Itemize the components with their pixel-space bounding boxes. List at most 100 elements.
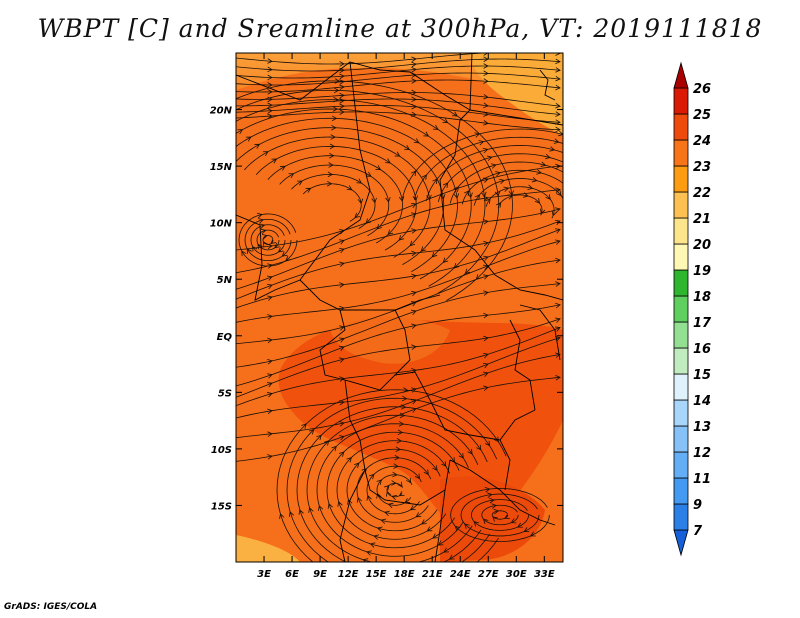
- stream-arrow: [483, 177, 489, 183]
- stream-arrow: [267, 359, 273, 365]
- stream-arrow: [523, 527, 530, 533]
- stream-arrow: [476, 444, 482, 451]
- country-borders: [236, 53, 563, 562]
- stream-arrow: [448, 554, 455, 560]
- stream-arrow: [338, 345, 345, 351]
- stream-line: [316, 423, 469, 557]
- border-line: [236, 214, 301, 301]
- stream-arrow: [395, 446, 401, 452]
- stream-arrow: [411, 96, 417, 103]
- stream-arrow: [474, 194, 480, 200]
- stream-arrow: [385, 196, 391, 203]
- stream-arrow: [464, 190, 470, 196]
- stream-line: [236, 99, 486, 287]
- border-line: [299, 279, 441, 311]
- stream-arrow: [376, 223, 383, 230]
- stream-arrow: [339, 261, 345, 267]
- stream-arrow: [467, 448, 473, 455]
- stream-arrow: [483, 102, 489, 109]
- stream-arrow: [411, 228, 417, 234]
- stream-arrow: [503, 186, 510, 192]
- border-line: [434, 489, 446, 562]
- stream-arrow: [486, 492, 493, 498]
- colorbar-label: 7: [693, 524, 703, 539]
- stream-arrow: [334, 78, 341, 84]
- map-frame: [235, 52, 564, 563]
- stream-arrow: [484, 486, 491, 493]
- colorbar: 7 9 11 12 13 14 15 16 17 18 19 20 21 22 23 24 25 26: [673, 61, 712, 557]
- stream-arrow: [329, 143, 336, 150]
- stream-arrow: [553, 138, 560, 144]
- colorbar-label: 24: [693, 134, 711, 149]
- stream-line: [255, 145, 417, 251]
- stream-arrow: [323, 440, 330, 446]
- lon-label: 33E: [534, 569, 555, 580]
- stream-arrow: [288, 173, 295, 179]
- colorbar-label: 11: [693, 472, 711, 487]
- stream-line: [236, 105, 561, 123]
- stream-arrow: [485, 198, 491, 204]
- stream-arrow: [298, 509, 304, 515]
- border-line: [339, 469, 366, 562]
- stream-arrow: [254, 143, 261, 149]
- stream-arrow: [545, 194, 551, 200]
- stream-arrow: [267, 392, 273, 398]
- stream-line: [402, 128, 563, 199]
- stream-arrow: [397, 481, 403, 488]
- stream-arrow: [409, 505, 416, 511]
- stream-arrow: [338, 451, 345, 457]
- stream-arrow: [267, 102, 273, 109]
- stream-arrow: [373, 534, 380, 540]
- stream-arrow: [483, 78, 489, 84]
- stream-arrow: [266, 283, 273, 290]
- stream-line: [470, 499, 529, 531]
- stream-line: [256, 229, 280, 251]
- stream-arrow: [483, 70, 489, 77]
- stream-arrow: [576, 215, 581, 220]
- stream-arrow: [328, 162, 334, 168]
- stream-arrow: [413, 138, 420, 144]
- stream-arrow: [555, 58, 561, 65]
- colorbar-box: [673, 451, 689, 479]
- stream-arrow: [442, 118, 449, 124]
- colorbar-label: 17: [693, 316, 712, 331]
- stream-arrow: [410, 202, 417, 209]
- stream-arrow: [398, 491, 405, 497]
- stream-arrow: [329, 152, 335, 159]
- stream-arrow: [394, 151, 401, 157]
- stream-line: [236, 208, 561, 290]
- stream-arrow: [483, 120, 489, 126]
- stream-line: [291, 174, 376, 229]
- stream-line: [461, 169, 563, 205]
- border-line: [499, 439, 511, 491]
- stream-arrow: [380, 518, 387, 524]
- stream-line: [236, 127, 445, 265]
- stream-arrow: [589, 179, 594, 184]
- stream-arrow: [356, 496, 363, 503]
- colorbar-box: [673, 139, 689, 167]
- stream-line: [302, 183, 362, 222]
- stream-arrow: [393, 463, 399, 469]
- stream-arrow: [398, 235, 405, 241]
- stream-line: [437, 153, 563, 203]
- stream-line: [425, 145, 563, 201]
- stream-arrow: [534, 198, 541, 204]
- stream-arrow: [555, 317, 561, 323]
- stream-arrow: [256, 212, 263, 219]
- colorbar-box: [673, 399, 689, 427]
- stream-arrow: [555, 111, 561, 117]
- stream-arrow: [339, 98, 345, 104]
- stream-arrow: [411, 344, 417, 350]
- stream-arrow: [423, 469, 429, 476]
- stream-arrow: [443, 547, 450, 553]
- stream-arrow: [442, 182, 449, 188]
- stream-arrow: [551, 210, 557, 217]
- lon-label: 18E: [394, 569, 415, 580]
- stream-arrow: [473, 521, 480, 527]
- stream-arrow: [634, 224, 639, 229]
- stream-line: [244, 218, 292, 262]
- stream-arrow: [555, 102, 561, 109]
- stream-arrow: [555, 126, 561, 133]
- stream-line: [236, 80, 513, 301]
- stream-arrow: [385, 490, 392, 497]
